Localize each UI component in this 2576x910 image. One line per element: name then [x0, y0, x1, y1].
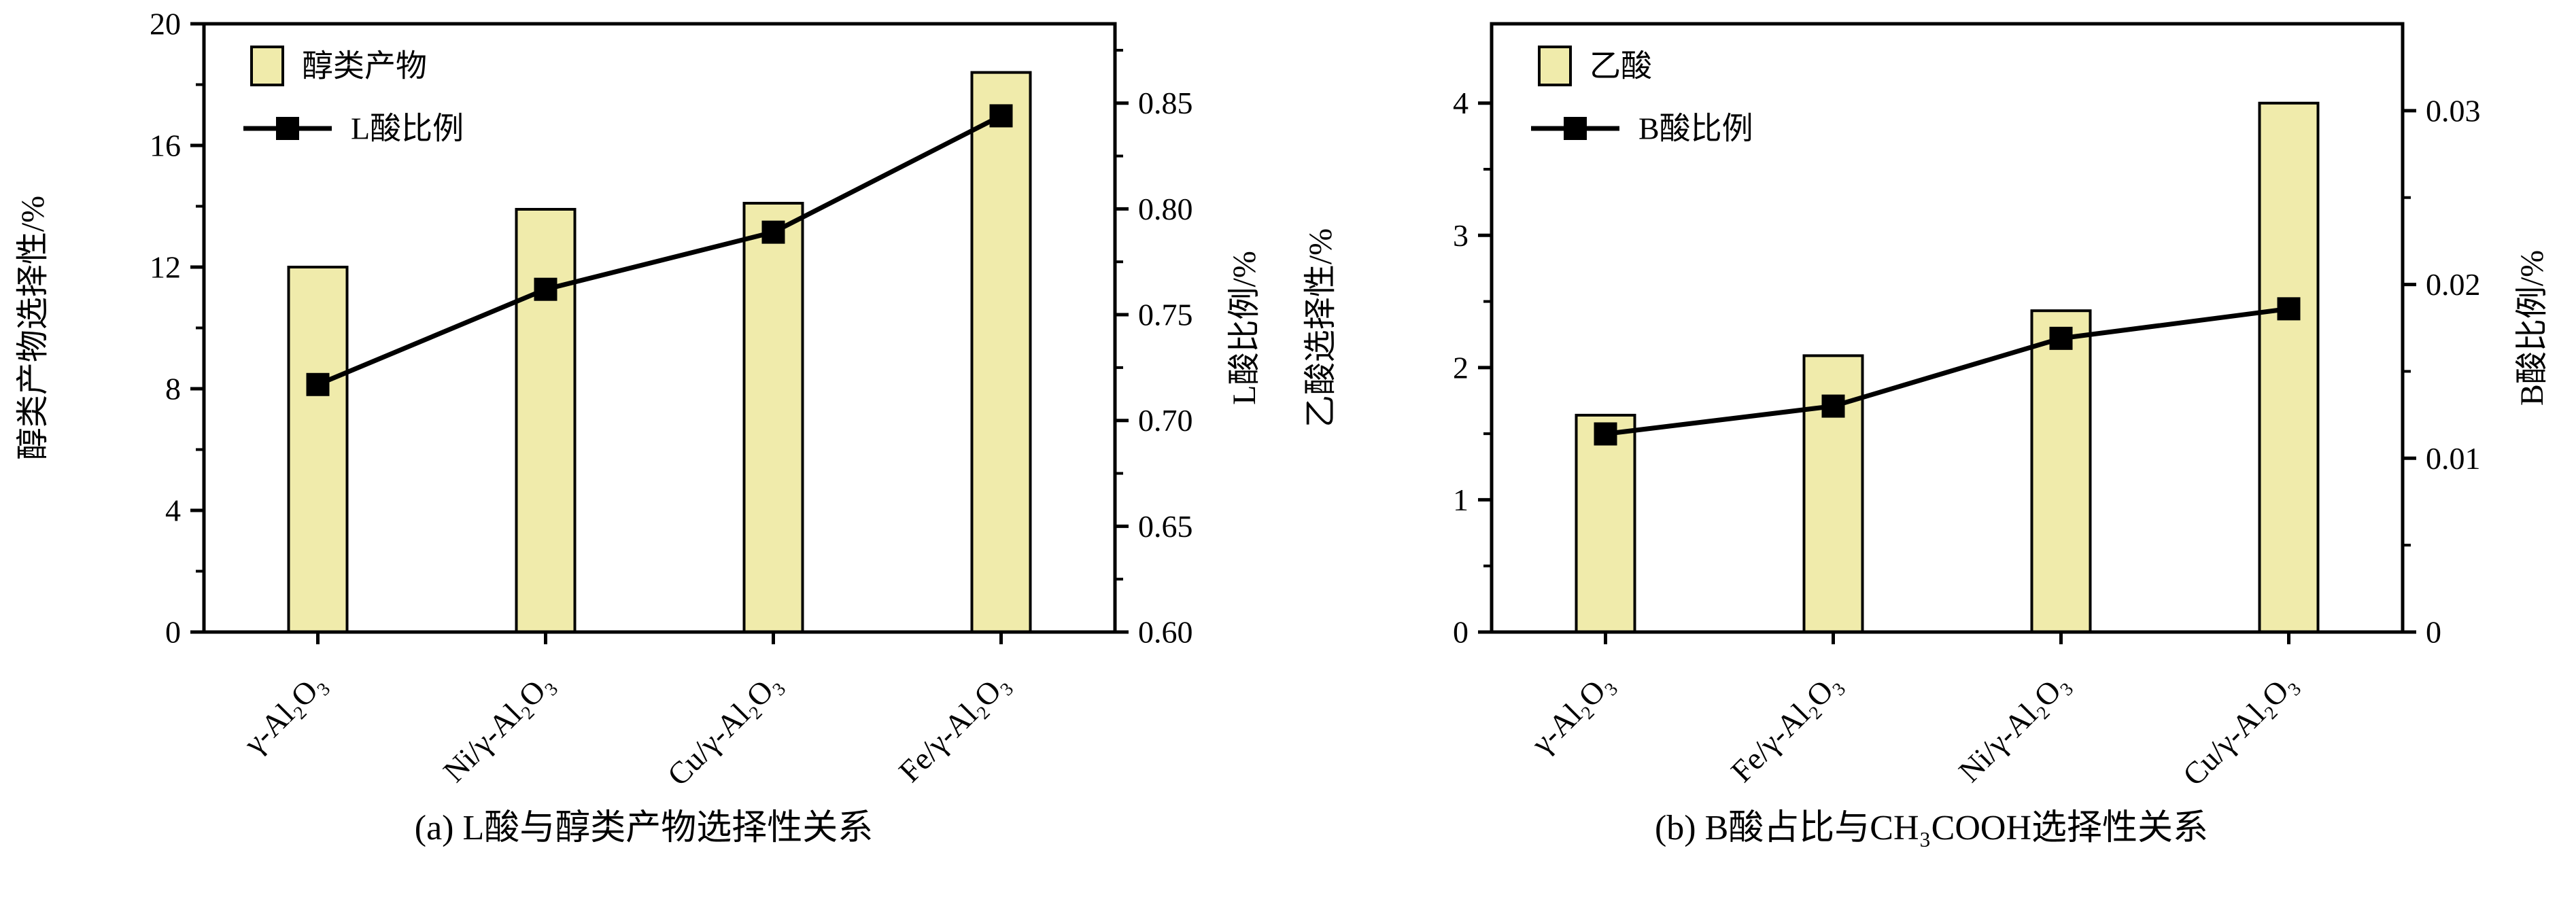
legend-bar-label: 乙酸 — [1590, 49, 1652, 84]
bar — [287, 266, 349, 633]
left-tick-label: 1 — [1453, 483, 1469, 517]
line-marker — [1594, 422, 1617, 446]
legend-bar-swatch — [250, 46, 284, 86]
line-marker — [2049, 326, 2073, 350]
left-tick-label: 2 — [1453, 350, 1469, 385]
chart-panel-b: 0 1 2 3 4 0 0.01 0.02 0.03 γ-Al₂O₃ Fe/γ-Al₂O₃ Ni/γ-… — [1288, 0, 2575, 910]
chart-a-plot: 0 4 8 12 16 20 0.60 0.65 0.70 0.75 0.80 0.85 γ-Al₂O₃… — [15, 7, 1263, 792]
right-tick-label: 0.65 — [1138, 509, 1193, 544]
bar — [2258, 101, 2320, 633]
left-tick-label: 20 — [150, 7, 181, 41]
right-tick-label: 0.60 — [1138, 615, 1193, 650]
right-tick-label: 0.03 — [2426, 93, 2481, 128]
left-axis-title: 醇类产物选择性/% — [15, 196, 51, 460]
x-category-label: Cu/γ-Al₂O₃ — [661, 665, 788, 792]
bar — [1575, 413, 1636, 633]
right-tick-label: 0.75 — [1138, 298, 1193, 332]
line-marker — [534, 277, 557, 301]
line-marker — [2277, 297, 2301, 321]
legend-bar-label: 醇类产物 — [302, 49, 427, 84]
left-axis-title: 乙酸选择性/% — [1303, 228, 1339, 427]
x-category-label: Ni/γ-Al₂O₃ — [1952, 665, 2076, 789]
right-axis-title: L酸比例/% — [1226, 251, 1263, 405]
right-axis-title: B酸比例/% — [2514, 250, 2550, 406]
left-tick-label: 0 — [165, 615, 181, 650]
left-tick-label: 3 — [1453, 218, 1469, 253]
left-tick-label: 8 — [165, 372, 181, 406]
legend-line-marker — [276, 117, 299, 140]
right-tick-label: 0.01 — [2426, 441, 2481, 476]
line-marker — [306, 372, 330, 396]
legend-bar-swatch — [1538, 46, 1572, 86]
bar — [2030, 309, 2092, 633]
bar — [515, 207, 577, 634]
legend-line-label: B酸比例 — [1638, 111, 1753, 146]
right-tick-label: 0.70 — [1138, 403, 1193, 438]
line-marker — [1821, 394, 1845, 418]
right-tick-label: 0.80 — [1138, 192, 1193, 226]
x-category-label: Cu/γ-Al₂O₃ — [2176, 665, 2303, 792]
legend-line-label: L酸比例 — [351, 111, 464, 146]
right-tick-label: 0.85 — [1138, 86, 1193, 120]
chart-b-caption: (b) B酸占比与CH₃COOH选择性关系 — [1654, 809, 2209, 847]
x-category-label: Fe/γ-Al₂O₃ — [892, 665, 1016, 789]
x-category-label: γ-Al₂O₃ — [1524, 665, 1620, 761]
left-tick-label: 0 — [1453, 615, 1469, 650]
left-tick-label: 16 — [150, 128, 181, 163]
chart-panel-a: 0 4 8 12 16 20 0.60 0.65 0.70 0.75 0.80 0.85 γ-Al₂O₃… — [15, 7, 1263, 848]
line-series — [1605, 306, 2289, 436]
line-marker — [989, 104, 1013, 128]
bar — [970, 71, 1032, 634]
chart-a-caption: (a) L酸与醇类产物选择性关系 — [414, 809, 874, 847]
right-tick-label: 0.02 — [2426, 267, 2481, 302]
line-marker — [761, 220, 785, 244]
line-series — [317, 113, 1003, 387]
x-category-label: Fe/γ-Al₂O₃ — [1724, 665, 1848, 789]
chart-b-plot: 0 1 2 3 4 0 0.01 0.02 0.03 γ-Al₂O₃ Fe/γ-Al₂O₃ Ni/γ-… — [1303, 22, 2550, 792]
right-tick-label: 0 — [2426, 615, 2441, 650]
left-tick-label: 4 — [1453, 86, 1469, 120]
left-tick-label: 4 — [165, 493, 181, 528]
x-category-label: Ni/γ-Al₂O₃ — [436, 665, 560, 789]
legend-line-marker — [1564, 117, 1587, 140]
x-category-label: γ-Al₂O₃ — [237, 665, 332, 761]
left-tick-label: 12 — [150, 250, 181, 285]
bar — [742, 202, 804, 633]
plot-frame — [1490, 22, 2405, 634]
